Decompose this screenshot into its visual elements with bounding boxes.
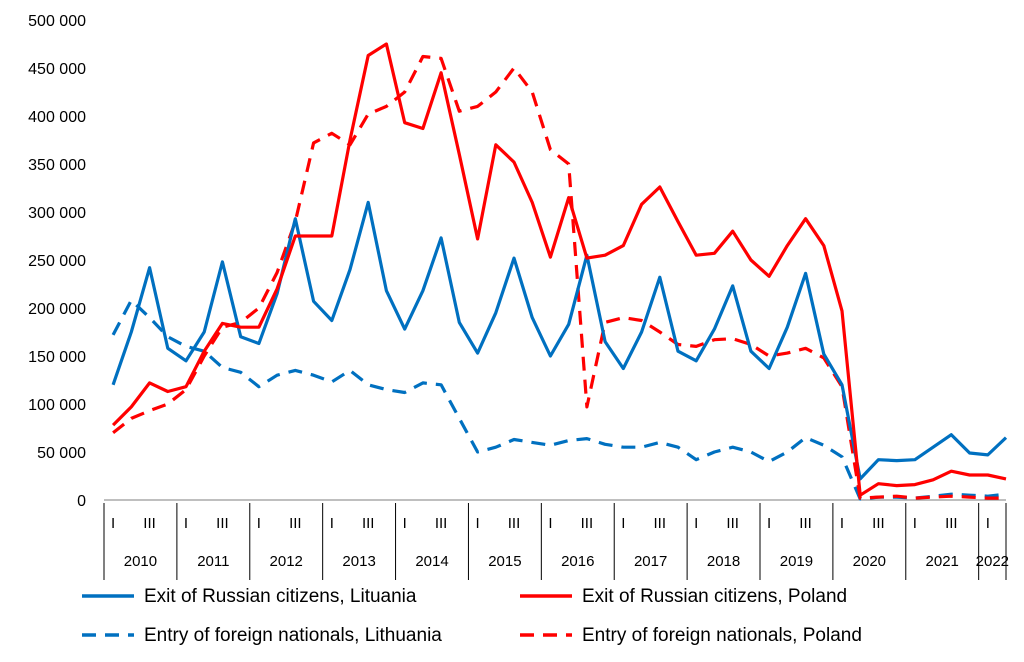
x-quarter-label: I	[475, 515, 479, 532]
y-tick-label: 0	[77, 493, 86, 510]
x-quarter-label: III	[508, 515, 521, 532]
x-year-label: 2016	[561, 553, 594, 570]
x-quarter-label: I	[913, 515, 917, 532]
x-quarter-label: I	[548, 515, 552, 532]
x-year-label: 2020	[853, 553, 886, 570]
x-year-label: 2015	[488, 553, 521, 570]
x-quarter-label: III	[872, 515, 885, 532]
x-quarter-label: I	[184, 515, 188, 532]
y-tick-label: 450 000	[28, 61, 86, 78]
x-quarter-label: III	[289, 515, 302, 532]
y-tick-label: 350 000	[28, 157, 86, 174]
y-axis-tick-labels: 0 50 000 100 000 150 000 200 000 250 000 300 0…	[28, 13, 86, 510]
x-year-label: 2017	[634, 553, 667, 570]
x-quarter-label: I	[694, 515, 698, 532]
y-tick-label: 400 000	[28, 109, 86, 126]
y-tick-label: 300 000	[28, 205, 86, 222]
x-quarter-label: III	[945, 515, 958, 532]
series-line-1	[111, 200, 1008, 481]
x-quarter-label: III	[362, 515, 375, 532]
y-tick-label: 50 000	[37, 445, 86, 462]
x-year-label: 2014	[415, 553, 448, 570]
x-year-label: 2013	[342, 553, 375, 570]
x-quarter-label: I	[986, 515, 990, 532]
x-quarter-label: I	[403, 515, 407, 532]
y-tick-label: 250 000	[28, 253, 86, 270]
y-tick-label: 100 000	[28, 397, 86, 414]
x-quarter-label: I	[330, 515, 334, 532]
x-quarter-label: I	[767, 515, 771, 532]
x-quarter-label: III	[799, 515, 812, 532]
x-year-label: 2010	[124, 553, 157, 570]
series-lines	[111, 42, 1008, 501]
x-quarter-label: III	[435, 515, 448, 532]
legend-label: Entry of foreign nationals, Lithuania	[144, 625, 442, 646]
legend-label: Entry of foreign nationals, Poland	[582, 625, 862, 646]
x-quarter-label: I	[111, 515, 115, 532]
x-year-label: 2019	[780, 553, 813, 570]
series-line-2	[111, 42, 1007, 497]
y-tick-label: 200 000	[28, 301, 86, 318]
y-tick-label: 500 000	[28, 13, 86, 30]
legend-label: Exit of Russian citizens, Poland	[582, 586, 847, 607]
x-year-label: 2011	[197, 553, 229, 570]
x-quarter-label: III	[726, 515, 739, 532]
legend-label: Exit of Russian citizens, Lituania	[144, 586, 417, 607]
y-tick-label: 150 000	[28, 349, 86, 366]
series-line-4	[112, 54, 1006, 500]
x-quarter-label: I	[257, 515, 261, 532]
series-line-3	[111, 298, 1007, 501]
x-quarter-label: III	[581, 515, 594, 532]
x-year-label: 2018	[707, 553, 740, 570]
x-quarter-label: III	[654, 515, 667, 532]
x-quarter-label: III	[216, 515, 229, 532]
x-year-label: 2012	[270, 553, 303, 570]
x-quarter-label: I	[621, 515, 625, 532]
x-quarter-label: I	[840, 515, 844, 532]
legend: Exit of Russian citizens, Lituania Exit o…	[82, 586, 862, 646]
x-year-label: 2021	[926, 553, 959, 570]
x-quarter-label: III	[143, 515, 156, 532]
x-year-label: 2022	[976, 553, 1009, 570]
